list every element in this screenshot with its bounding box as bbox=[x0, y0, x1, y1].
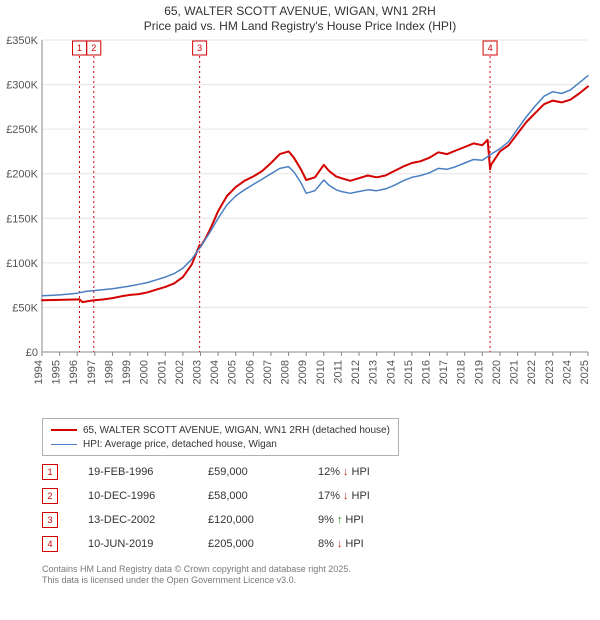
legend: 65, WALTER SCOTT AVENUE, WIGAN, WN1 2RH … bbox=[42, 418, 399, 456]
marker-price: £205,000 bbox=[208, 538, 318, 550]
marker-delta-pct: 9% bbox=[318, 514, 334, 526]
svg-text:2013: 2013 bbox=[368, 360, 380, 384]
marker-table-row: 1 19-FEB-1996£59,00012%↓HPI bbox=[42, 460, 472, 484]
svg-text:2012: 2012 bbox=[350, 360, 362, 384]
svg-text:1999: 1999 bbox=[121, 360, 133, 384]
svg-text:2021: 2021 bbox=[509, 360, 521, 384]
svg-text:2010: 2010 bbox=[315, 360, 327, 384]
svg-text:2006: 2006 bbox=[244, 360, 256, 384]
marker-delta-suffix: HPI bbox=[352, 490, 370, 502]
marker-delta: 12%↓HPI bbox=[318, 466, 370, 478]
svg-text:2018: 2018 bbox=[456, 360, 468, 384]
svg-text:2002: 2002 bbox=[174, 360, 186, 384]
marker-delta-suffix: HPI bbox=[345, 538, 363, 550]
marker-price: £58,000 bbox=[208, 490, 318, 502]
marker-delta-pct: 8% bbox=[318, 538, 334, 550]
svg-text:2: 2 bbox=[91, 43, 96, 53]
legend-label: HPI: Average price, detached house, Wiga… bbox=[83, 439, 277, 450]
legend-row: 65, WALTER SCOTT AVENUE, WIGAN, WN1 2RH … bbox=[51, 423, 390, 437]
title-line-1: 65, WALTER SCOTT AVENUE, WIGAN, WN1 2RH bbox=[0, 4, 600, 19]
chart-svg: £0 £50K £100K £150K £200K £250K £300K £350K 1994… bbox=[0, 34, 600, 414]
credits-line-1: Contains HM Land Registry data © Crown c… bbox=[42, 564, 351, 575]
svg-text:2015: 2015 bbox=[403, 360, 415, 384]
svg-text:£0: £0 bbox=[26, 347, 38, 359]
svg-text:1: 1 bbox=[77, 43, 82, 53]
marker-delta-pct: 12% bbox=[318, 466, 340, 478]
marker-date: 19-FEB-1996 bbox=[88, 466, 208, 478]
arrow-up-icon: ↑ bbox=[337, 515, 343, 526]
svg-text:£350K: £350K bbox=[6, 35, 38, 47]
marker-number-box: 4 bbox=[42, 536, 58, 552]
svg-text:2008: 2008 bbox=[280, 360, 292, 384]
marker-price: £59,000 bbox=[208, 466, 318, 478]
svg-text:2022: 2022 bbox=[526, 360, 538, 384]
arrow-down-icon: ↓ bbox=[343, 467, 349, 478]
marker-delta-pct: 17% bbox=[318, 490, 340, 502]
svg-text:1998: 1998 bbox=[103, 360, 115, 384]
credits: Contains HM Land Registry data © Crown c… bbox=[42, 564, 351, 587]
svg-text:2017: 2017 bbox=[438, 360, 450, 384]
marker-date: 10-JUN-2019 bbox=[88, 538, 208, 550]
svg-text:£100K: £100K bbox=[6, 258, 38, 270]
chart-area: £0 £50K £100K £150K £200K £250K £300K £350K 1994… bbox=[0, 34, 600, 414]
svg-text:2023: 2023 bbox=[544, 360, 556, 384]
marker-date: 10-DEC-1996 bbox=[88, 490, 208, 502]
legend-swatch bbox=[51, 444, 77, 445]
svg-text:1995: 1995 bbox=[51, 360, 63, 384]
legend-row: HPI: Average price, detached house, Wiga… bbox=[51, 437, 390, 451]
svg-text:£50K: £50K bbox=[12, 302, 38, 314]
marker-delta: 17%↓HPI bbox=[318, 490, 370, 502]
svg-text:3: 3 bbox=[197, 43, 202, 53]
marker-table-row: 2 10-DEC-1996£58,00017%↓HPI bbox=[42, 484, 472, 508]
svg-text:2000: 2000 bbox=[139, 360, 151, 384]
marker-delta: 8%↓HPI bbox=[318, 538, 364, 550]
svg-text:2014: 2014 bbox=[385, 360, 397, 384]
legend-swatch bbox=[51, 429, 77, 431]
marker-table: 119-FEB-1996£59,00012%↓HPI210-DEC-1996£5… bbox=[42, 460, 472, 556]
chart-titles: 65, WALTER SCOTT AVENUE, WIGAN, WN1 2RH … bbox=[0, 0, 600, 34]
marker-price: £120,000 bbox=[208, 514, 318, 526]
svg-text:2020: 2020 bbox=[491, 360, 503, 384]
marker-number-box: 2 bbox=[42, 488, 58, 504]
marker-delta-suffix: HPI bbox=[345, 514, 363, 526]
svg-text:£250K: £250K bbox=[6, 124, 38, 136]
marker-delta-suffix: HPI bbox=[352, 466, 370, 478]
svg-text:2005: 2005 bbox=[227, 360, 239, 384]
svg-text:£300K: £300K bbox=[6, 80, 38, 92]
marker-date: 13-DEC-2002 bbox=[88, 514, 208, 526]
svg-text:2025: 2025 bbox=[579, 360, 591, 384]
legend-label: 65, WALTER SCOTT AVENUE, WIGAN, WN1 2RH … bbox=[83, 425, 390, 436]
svg-text:£200K: £200K bbox=[6, 169, 38, 181]
svg-text:2003: 2003 bbox=[192, 360, 204, 384]
svg-text:2009: 2009 bbox=[297, 360, 309, 384]
marker-delta: 9%↑HPI bbox=[318, 514, 364, 526]
title-line-2: Price paid vs. HM Land Registry's House … bbox=[0, 19, 600, 34]
svg-text:2016: 2016 bbox=[420, 360, 432, 384]
svg-text:1994: 1994 bbox=[33, 360, 45, 384]
svg-text:1997: 1997 bbox=[86, 360, 98, 384]
svg-text:2004: 2004 bbox=[209, 360, 221, 384]
marker-number-box: 1 bbox=[42, 464, 58, 480]
credits-line-2: This data is licensed under the Open Gov… bbox=[42, 575, 351, 586]
svg-text:2011: 2011 bbox=[332, 360, 344, 384]
arrow-down-icon: ↓ bbox=[337, 539, 343, 550]
svg-text:2019: 2019 bbox=[473, 360, 485, 384]
svg-text:2007: 2007 bbox=[262, 360, 274, 384]
arrow-down-icon: ↓ bbox=[343, 491, 349, 502]
svg-text:2024: 2024 bbox=[561, 360, 573, 384]
marker-table-row: 4 10-JUN-2019£205,0008%↓HPI bbox=[42, 532, 472, 556]
marker-table-row: 3 13-DEC-2002£120,0009%↑HPI bbox=[42, 508, 472, 532]
svg-text:4: 4 bbox=[488, 43, 493, 53]
marker-number-box: 3 bbox=[42, 512, 58, 528]
svg-text:£150K: £150K bbox=[6, 213, 38, 225]
svg-text:1996: 1996 bbox=[68, 360, 80, 384]
svg-text:2001: 2001 bbox=[156, 360, 168, 384]
